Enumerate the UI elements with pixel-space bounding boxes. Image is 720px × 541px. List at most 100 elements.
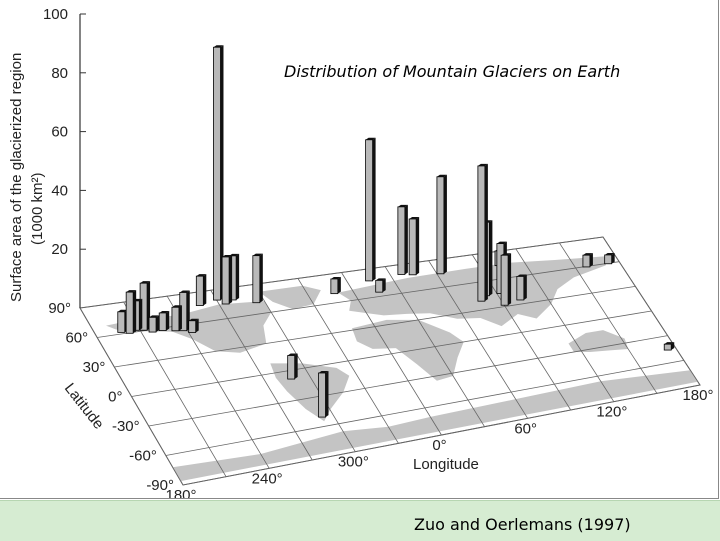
parallel-line (114, 285, 636, 368)
bar-top (582, 253, 593, 256)
latitude-ticks: 90° 60° 30°0° -30° -60° -90° (48, 300, 174, 494)
bar-side (671, 342, 675, 351)
glacier-bar (252, 253, 263, 304)
longitude-tick-label: 0° (432, 437, 446, 454)
bar-side (382, 278, 386, 293)
bar-face (397, 206, 406, 275)
bar-face (195, 275, 204, 306)
bar-top (252, 253, 263, 256)
glacier-bar (375, 278, 386, 293)
bar-face (171, 306, 180, 332)
bar-face (604, 254, 613, 265)
glacier-bar (125, 290, 137, 334)
bar-face (125, 291, 134, 334)
bar-side (508, 253, 512, 306)
bar-top (196, 274, 207, 277)
bar-side (203, 274, 207, 306)
z-tick-label: 20 (51, 241, 68, 258)
longitude-tick-label: 240° (252, 470, 283, 487)
latitude-tick-label: -90° (146, 477, 174, 494)
bar-side (404, 204, 408, 275)
bar-face (500, 254, 509, 306)
bar-side (220, 45, 224, 301)
chart-title: Distribution of Mountain Glaciers on Ear… (284, 62, 621, 81)
bar-top (117, 309, 128, 312)
parallel-line (165, 359, 684, 456)
bar-face (221, 256, 230, 305)
longitude-axis-title: Longitude (413, 456, 479, 473)
bar-face (436, 176, 445, 275)
glacier-bar (195, 274, 207, 306)
glacier-bar (582, 253, 593, 268)
bar-top (287, 353, 298, 356)
bar-face (117, 311, 126, 333)
bar-side (489, 220, 493, 296)
bar-side (133, 290, 137, 334)
glacier-bar (171, 305, 182, 332)
bar-top (213, 45, 224, 48)
bar-top (436, 174, 447, 177)
latitude-tick-label: 60° (65, 330, 88, 347)
bar-face (365, 139, 373, 282)
glacier-bar (408, 216, 420, 276)
bar-top (159, 310, 170, 313)
glacier-bar (318, 370, 329, 418)
bar-side (325, 370, 329, 418)
z-axis-title-line2: (1000 km²) (29, 172, 46, 245)
z-axis-title-line1: Surface area of the glacierized region (8, 53, 25, 302)
glacier-bar (213, 45, 224, 301)
source-credit: Zuo and Oerlemans (1997) (414, 515, 631, 534)
bar-top (516, 274, 527, 277)
longitude-tick-label: 180° (165, 487, 196, 498)
longitude-tick-label: 180° (682, 387, 713, 404)
vertical-axis-ticks: 100 80 60 40 20 (43, 6, 86, 258)
bar-side (484, 163, 488, 302)
bar-top (397, 204, 408, 207)
bar-top (664, 342, 675, 345)
bar-top (126, 290, 137, 293)
bar-face (318, 372, 326, 418)
glacier-bar (663, 342, 675, 351)
bar-face (408, 218, 417, 276)
bar-side (156, 315, 160, 333)
bar-top (496, 241, 507, 244)
bar-top (501, 253, 512, 256)
bar-top (409, 216, 420, 219)
glacier-bar (397, 204, 408, 275)
latitude-tick-label: -30° (112, 418, 140, 435)
z-tick-label: 100 (43, 6, 68, 23)
latitude-tick-label: 30° (83, 359, 106, 376)
antarctica-shape (172, 370, 698, 482)
bar-face (188, 320, 197, 333)
parallel-line (148, 335, 668, 427)
bar-side (372, 137, 376, 281)
latitude-axis-title: Latitude (61, 380, 107, 433)
bar-top (375, 278, 386, 281)
bar-top (330, 276, 341, 279)
bar-top (318, 370, 329, 373)
glacier-bar (604, 252, 615, 265)
latitude-tick-label: 90° (48, 300, 71, 317)
bar-side (139, 298, 143, 331)
bar-face (582, 254, 591, 268)
bar-face (663, 343, 672, 351)
glacier-bars (117, 45, 675, 418)
glacier-bar (158, 310, 170, 331)
bar-face (287, 355, 296, 380)
bar-side (443, 174, 447, 274)
figure-frame: 100 80 60 40 20 90° 60° 30° 0° -30° -60° -90° 180°… (0, 0, 719, 499)
glacier-bar (221, 254, 233, 305)
longitude-tick-label: 300° (338, 454, 369, 471)
bar-side (589, 253, 593, 267)
bar-top (222, 254, 233, 257)
glacier-bar (516, 274, 527, 301)
glacier-bar (436, 174, 447, 275)
bar-face (252, 255, 261, 304)
bar-side (236, 253, 240, 300)
australia-shape (568, 330, 629, 352)
parallel-line (182, 384, 701, 486)
glacier-bar (365, 137, 376, 282)
longitude-tick-label: 120° (596, 404, 627, 421)
bar-top (477, 163, 488, 166)
